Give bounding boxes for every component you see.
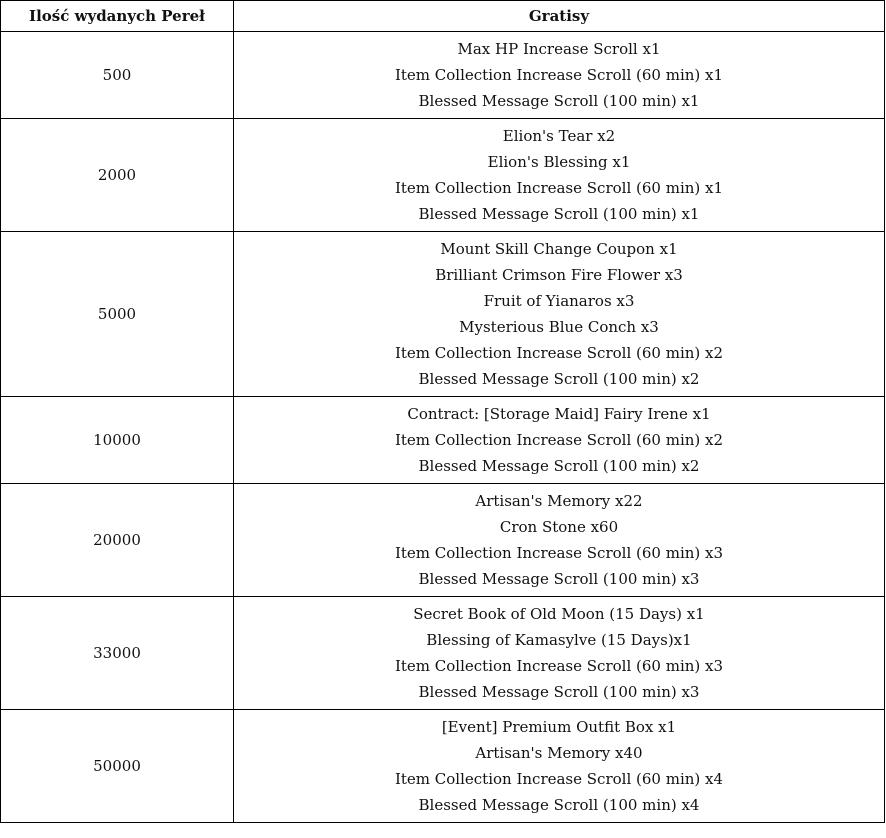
reward-item: Brilliant Crimson Fire Flower x3: [435, 266, 683, 284]
reward-item: [Event] Premium Outfit Box x1: [441, 718, 677, 736]
rewards-cell: Secret Book of Old Moon (15 Days) x1 Bles…: [233, 596, 885, 710]
reward-item: Cron Stone x60: [499, 518, 619, 536]
reward-item: Item Collection Increase Scroll (60 min)…: [394, 657, 724, 675]
reward-item: Item Collection Increase Scroll (60 min)…: [394, 431, 724, 449]
reward-item: Item Collection Increase Scroll (60 min)…: [394, 770, 724, 788]
reward-item: Blessed Message Scroll (100 min) x1: [418, 92, 700, 110]
reward-item: Item Collection Increase Scroll (60 min)…: [394, 66, 724, 84]
rewards-cell: Elion's Tear x2 Elion's Blessing x1 Item C…: [233, 118, 885, 232]
reward-item: Elion's Blessing x1: [487, 153, 631, 171]
reward-item: Elion's Tear x2: [502, 127, 616, 145]
table-row: 500 Max HP Increase Scroll x1 Item Collect…: [0, 31, 885, 119]
table-row: 20000 Artisan's Memory x22 Cron Stone x60 I…: [0, 483, 885, 597]
amount-cell: 500: [0, 31, 234, 119]
reward-item: Blessed Message Scroll (100 min) x1: [418, 205, 700, 223]
reward-item: Blessed Message Scroll (100 min) x4: [418, 796, 700, 814]
rewards-cell: [Event] Premium Outfit Box x1 Artisan's M…: [233, 709, 885, 823]
header-cell: Gratisy: [233, 0, 885, 32]
table-row: 2000 Elion's Tear x2 Elion's Blessing x1 It…: [0, 118, 885, 232]
reward-item: Artisan's Memory x40: [475, 744, 643, 762]
amount-cell: 50000: [0, 709, 234, 823]
table-body: 500 Max HP Increase Scroll x1 Item Collect…: [0, 31, 885, 823]
reward-item: Blessed Message Scroll (100 min) x2: [418, 370, 700, 388]
reward-item: Mount Skill Change Coupon x1: [440, 240, 678, 258]
table-row: 10000 Contract: [Storage Maid] Fairy Iren…: [0, 396, 885, 484]
reward-item: Max HP Increase Scroll x1: [457, 40, 661, 58]
reward-item: Blessing of Kamasylve (15 Days)x1: [426, 631, 692, 649]
rewards-cell: Contract: [Storage Maid] Fairy Irene x1 I…: [233, 396, 885, 484]
rewards-cell: Artisan's Memory x22 Cron Stone x60 Item C…: [233, 483, 885, 597]
amount-cell: 5000: [0, 231, 234, 397]
amount-cell: 33000: [0, 596, 234, 710]
reward-item: Blessed Message Scroll (100 min) x3: [418, 683, 700, 701]
rewards-cell: Mount Skill Change Coupon x1 Brilliant Cr…: [233, 231, 885, 397]
reward-item: Item Collection Increase Scroll (60 min)…: [394, 179, 724, 197]
amount-cell: 20000: [0, 483, 234, 597]
reward-item: Contract: [Storage Maid] Fairy Irene x1: [407, 405, 711, 423]
table-row: 50000 [Event] Premium Outfit Box x1 Artisa…: [0, 709, 885, 823]
rewards-cell: Max HP Increase Scroll x1 Item Collection…: [233, 31, 885, 119]
header-cell: Ilość wydanych Pereł: [0, 0, 234, 32]
reward-item: Secret Book of Old Moon (15 Days) x1: [413, 605, 705, 623]
reward-item: Blessed Message Scroll (100 min) x3: [418, 570, 700, 588]
reward-item: Artisan's Memory x22: [475, 492, 643, 510]
reward-item: Item Collection Increase Scroll (60 min)…: [394, 544, 724, 562]
table-row: 5000 Mount Skill Change Coupon x1 Brillian…: [0, 231, 885, 397]
reward-item: Item Collection Increase Scroll (60 min)…: [394, 344, 724, 362]
reward-item: Blessed Message Scroll (100 min) x2: [418, 457, 700, 475]
header-row: Ilość wydanych Pereł Gratisy: [0, 0, 885, 32]
reward-item: Fruit of Yianaros x3: [483, 292, 635, 310]
amount-cell: 10000: [0, 396, 234, 484]
table-row: 33000 Secret Book of Old Moon (15 Days) x…: [0, 596, 885, 710]
reward-item: Mysterious Blue Conch x3: [459, 318, 659, 336]
amount-cell: 2000: [0, 118, 234, 232]
